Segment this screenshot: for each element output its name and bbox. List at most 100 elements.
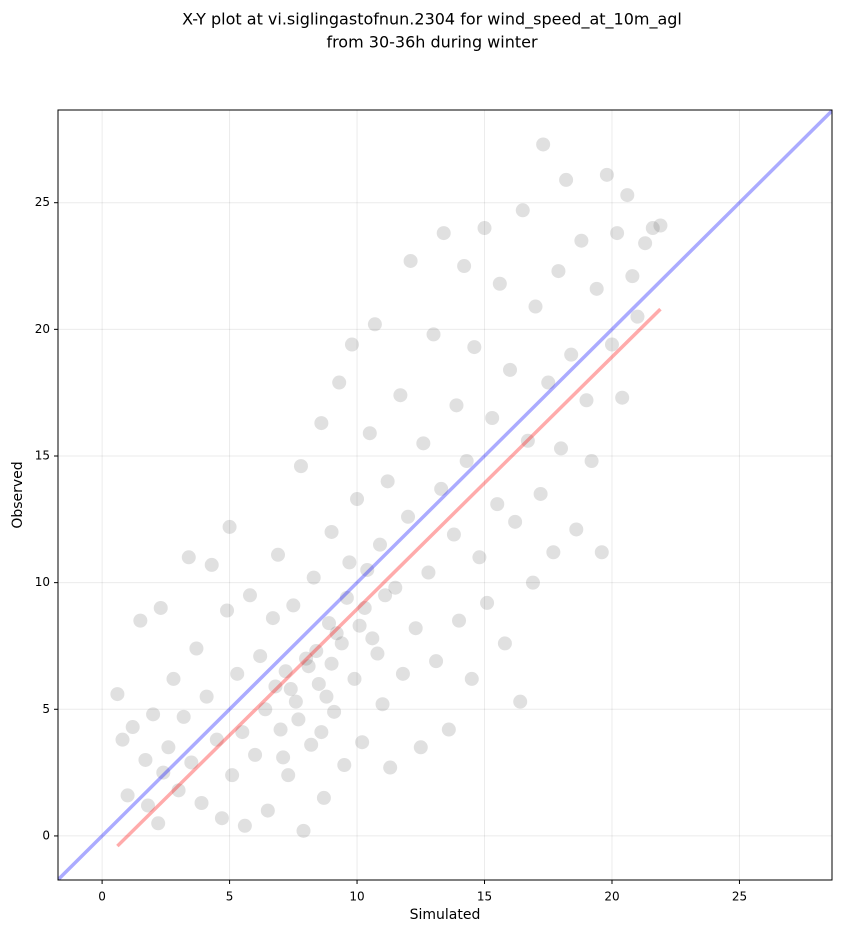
x-tick-label: 15: [477, 890, 492, 904]
scatter-point: [350, 492, 365, 507]
scatter-point: [301, 659, 316, 674]
scatter-point: [457, 259, 472, 274]
scatter-point: [166, 671, 181, 686]
scatter-point: [515, 203, 530, 218]
scatter-point: [441, 722, 456, 737]
scatter-point: [324, 524, 339, 539]
scatter-point: [204, 557, 219, 572]
scatter-point: [273, 722, 288, 737]
scatter-point: [403, 253, 418, 268]
scatter-point: [329, 626, 344, 641]
scatter-point: [242, 588, 257, 603]
scatter-point: [146, 707, 161, 722]
scatter-point: [237, 818, 252, 833]
scatter-point: [115, 732, 130, 747]
scatter-point: [311, 676, 326, 691]
scatter-point: [625, 269, 640, 284]
scatter-point: [584, 454, 599, 469]
scatter-point: [258, 702, 273, 717]
scatter-point: [293, 459, 308, 474]
chart-title: from 30-36h during winter: [326, 33, 538, 52]
scatter-point: [413, 740, 428, 755]
scatter-point: [133, 613, 148, 628]
scatter-point: [497, 636, 512, 651]
scatter-point: [265, 611, 280, 626]
scatter-point: [378, 588, 393, 603]
y-tick-label: 25: [35, 195, 50, 209]
scatter-point: [533, 486, 548, 501]
scatter-point: [248, 747, 263, 762]
x-tick-label: 10: [349, 890, 364, 904]
scatter-point: [181, 550, 196, 565]
scatter-point: [362, 426, 377, 441]
scatter-point: [151, 816, 166, 831]
scatter-point: [579, 393, 594, 408]
scatter-point: [222, 519, 237, 534]
scatter-point: [332, 375, 347, 390]
scatter-point: [339, 590, 354, 605]
scatter-point: [434, 481, 449, 496]
scatter-point: [171, 783, 186, 798]
scatter-point: [393, 388, 408, 403]
scatter-point: [194, 796, 209, 810]
scatter-point: [574, 233, 589, 248]
scatter-point: [503, 362, 518, 377]
scatter-point: [110, 687, 125, 702]
chart-title: X-Y plot at vi.siglingastofnun.2304 for …: [182, 10, 682, 30]
scatter-point: [357, 600, 372, 615]
scatter-point: [184, 755, 199, 770]
scatter-point: [604, 337, 619, 352]
scatter-point: [337, 758, 352, 773]
scatter-point: [138, 752, 153, 767]
scatter-point: [508, 514, 523, 529]
scatter-point: [553, 441, 568, 456]
scatter-point: [260, 803, 275, 818]
scatter-point: [452, 613, 467, 628]
scatter-point: [365, 631, 380, 646]
scatter-point: [291, 712, 306, 727]
scatter-point: [220, 603, 235, 618]
scatter-point: [467, 340, 482, 355]
scatter-point: [268, 679, 283, 694]
scatter-point: [347, 671, 362, 686]
scatter-point: [546, 545, 561, 560]
fit-line: [58, 110, 832, 880]
scatter-point: [288, 694, 303, 709]
scatter-point: [153, 600, 168, 615]
scatter-point: [156, 765, 171, 780]
y-axis-label: Observed: [10, 461, 26, 528]
scatter-point: [528, 299, 543, 314]
scatter-point: [645, 221, 660, 236]
scatter-point: [327, 704, 342, 719]
scatter-point: [322, 616, 337, 631]
scatter-point: [189, 641, 204, 656]
scatter-point: [620, 188, 635, 203]
scatter-point: [140, 798, 155, 813]
scatter-point: [429, 654, 444, 669]
scatter-point: [436, 226, 451, 241]
scatter-point: [472, 550, 487, 565]
scatter-point: [235, 725, 250, 740]
scatter-point: [375, 697, 390, 712]
scatter-point: [395, 666, 410, 681]
scatter-point: [513, 694, 528, 709]
scatter-point: [480, 595, 495, 610]
scatter-point: [271, 547, 286, 562]
scatter-point: [459, 454, 474, 469]
scatter-point: [541, 375, 556, 390]
scatter-point: [490, 497, 505, 512]
scatter-point: [125, 720, 140, 735]
scatter-point: [485, 411, 500, 425]
scatter-point: [276, 750, 291, 765]
scatter-point: [334, 636, 349, 651]
scatter-point: [342, 555, 357, 570]
scatter-point: [299, 651, 314, 666]
y-tick-label: 10: [35, 575, 50, 589]
scatter-point: [589, 281, 604, 296]
x-tick-label: 0: [98, 890, 106, 904]
scatter-point: [314, 725, 329, 740]
scatter-point: [383, 760, 398, 775]
scatter-point: [296, 823, 311, 838]
scatter-point: [367, 317, 382, 332]
